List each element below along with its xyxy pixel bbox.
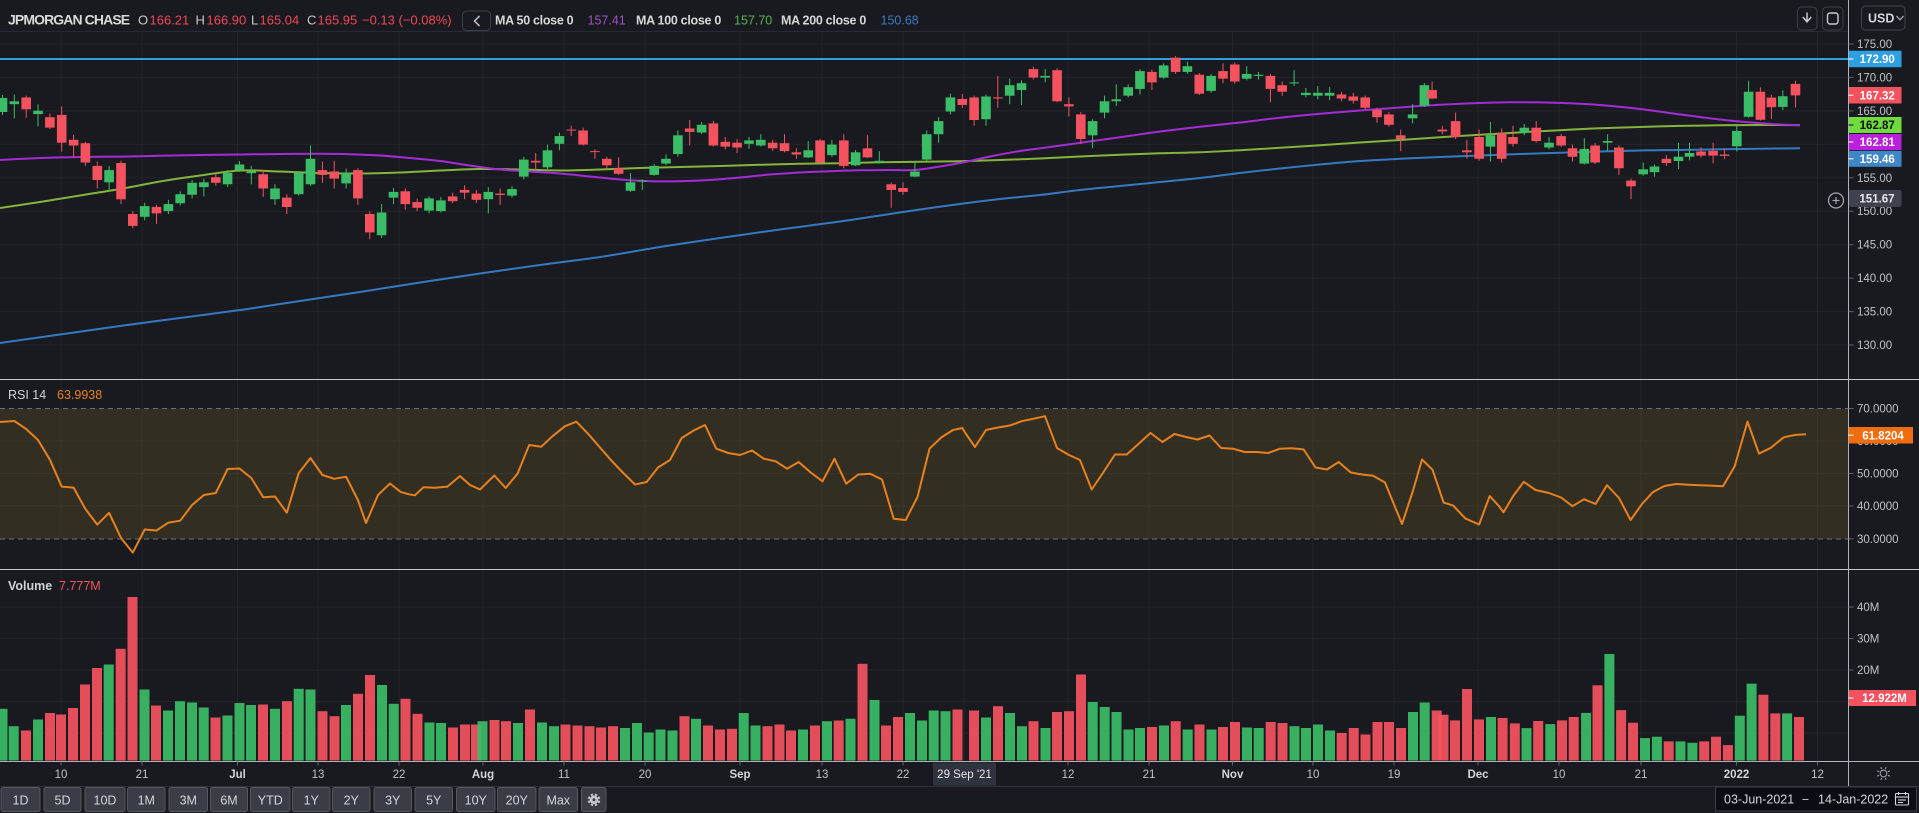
svg-text:150.00: 150.00 [1857, 206, 1892, 218]
svg-text:150.68: 150.68 [881, 14, 919, 28]
svg-text:20Y: 20Y [506, 793, 529, 807]
svg-text:14-Jan-2022: 14-Jan-2022 [1818, 793, 1888, 807]
svg-text:19: 19 [1388, 769, 1401, 781]
svg-text:1D: 1D [13, 793, 29, 807]
svg-text:162.81: 162.81 [1860, 137, 1896, 149]
svg-text:10: 10 [1307, 769, 1320, 781]
svg-text:162.87: 162.87 [1860, 120, 1895, 132]
svg-text:2Y: 2Y [344, 793, 360, 807]
svg-text:135.00: 135.00 [1857, 307, 1892, 319]
svg-text:5D: 5D [55, 793, 71, 807]
svg-text:40M: 40M [1857, 602, 1879, 614]
svg-text:157.41: 157.41 [588, 14, 626, 28]
svg-text:YTD: YTD [258, 793, 283, 807]
svg-text:2022: 2022 [1724, 769, 1750, 781]
svg-text:Jul: Jul [229, 769, 246, 781]
svg-text:L: L [251, 13, 258, 28]
svg-text:MA 100 close 0: MA 100 close 0 [636, 14, 721, 28]
svg-text:10: 10 [1553, 769, 1566, 781]
svg-text:13: 13 [312, 769, 325, 781]
svg-text:170.00: 170.00 [1857, 72, 1892, 84]
svg-text:Volume: Volume [8, 579, 52, 593]
svg-text:1M: 1M [138, 793, 155, 807]
svg-text:30M: 30M [1857, 634, 1879, 646]
svg-text:165.00: 165.00 [1857, 106, 1892, 118]
svg-text:JPMORGAN CHASE: JPMORGAN CHASE [8, 12, 130, 28]
svg-text:O: O [138, 13, 148, 28]
svg-text:−: − [1802, 793, 1809, 807]
svg-text:22: 22 [897, 769, 910, 781]
svg-text:165.95: 165.95 [318, 13, 358, 28]
svg-text:20M: 20M [1857, 665, 1879, 677]
svg-text:10: 10 [55, 769, 68, 781]
svg-text:13: 13 [816, 769, 829, 781]
svg-text:10Y: 10Y [465, 793, 488, 807]
svg-text:159.46: 159.46 [1860, 154, 1895, 166]
svg-text:12: 12 [1062, 769, 1075, 781]
svg-text:21: 21 [136, 769, 149, 781]
svg-text:RSI 14: RSI 14 [8, 388, 46, 402]
svg-text:MA 50 close 0: MA 50 close 0 [495, 14, 574, 28]
svg-text:−0.13 (−0.08%): −0.13 (−0.08%) [362, 13, 452, 28]
svg-text:Dec: Dec [1467, 769, 1489, 781]
svg-text:165.04: 165.04 [260, 13, 300, 28]
svg-text:175.00: 175.00 [1857, 39, 1892, 51]
svg-text:Max: Max [546, 793, 570, 807]
svg-text:145.00: 145.00 [1857, 240, 1892, 252]
svg-text:157.70: 157.70 [734, 14, 772, 28]
svg-text:172.90: 172.90 [1860, 54, 1895, 66]
svg-text:MA 200 close 0: MA 200 close 0 [781, 14, 866, 28]
svg-text:140.00: 140.00 [1857, 273, 1892, 285]
svg-text:C: C [307, 13, 316, 28]
svg-text:22: 22 [393, 769, 406, 781]
svg-text:12: 12 [1811, 769, 1824, 781]
svg-text:03-Jun-2021: 03-Jun-2021 [1724, 793, 1794, 807]
svg-text:50.0000: 50.0000 [1857, 469, 1899, 481]
svg-text:21: 21 [1635, 769, 1648, 781]
svg-text:6M: 6M [220, 793, 237, 807]
svg-text:20: 20 [639, 769, 652, 781]
svg-text:Aug: Aug [472, 769, 494, 781]
svg-text:130.00: 130.00 [1857, 340, 1892, 352]
svg-text:11: 11 [558, 769, 570, 781]
svg-text:21: 21 [1143, 769, 1156, 781]
svg-text:166.90: 166.90 [207, 13, 247, 28]
svg-text:USD: USD [1868, 12, 1894, 26]
svg-text:29 Sep '21: 29 Sep '21 [937, 769, 992, 781]
svg-text:12.922M: 12.922M [1862, 693, 1907, 705]
svg-text:151.67: 151.67 [1859, 194, 1894, 206]
svg-text:H: H [196, 13, 205, 28]
svg-text:30.0000: 30.0000 [1857, 534, 1899, 546]
svg-text:Nov: Nov [1222, 769, 1244, 781]
svg-text:1Y: 1Y [304, 793, 320, 807]
svg-text:5Y: 5Y [426, 793, 442, 807]
svg-text:166.21: 166.21 [150, 13, 190, 28]
svg-text:155.00: 155.00 [1857, 173, 1892, 185]
svg-text:40.0000: 40.0000 [1857, 501, 1899, 513]
svg-text:3Y: 3Y [385, 793, 401, 807]
svg-text:Sep: Sep [729, 769, 750, 781]
svg-text:167.32: 167.32 [1860, 90, 1895, 102]
svg-text:3M: 3M [180, 793, 197, 807]
svg-text:61.8204: 61.8204 [1862, 430, 1904, 442]
svg-text:70.0000: 70.0000 [1857, 404, 1899, 416]
svg-text:63.9938: 63.9938 [57, 388, 102, 402]
svg-text:10D: 10D [94, 793, 117, 807]
svg-text:7.777M: 7.777M [59, 579, 101, 593]
